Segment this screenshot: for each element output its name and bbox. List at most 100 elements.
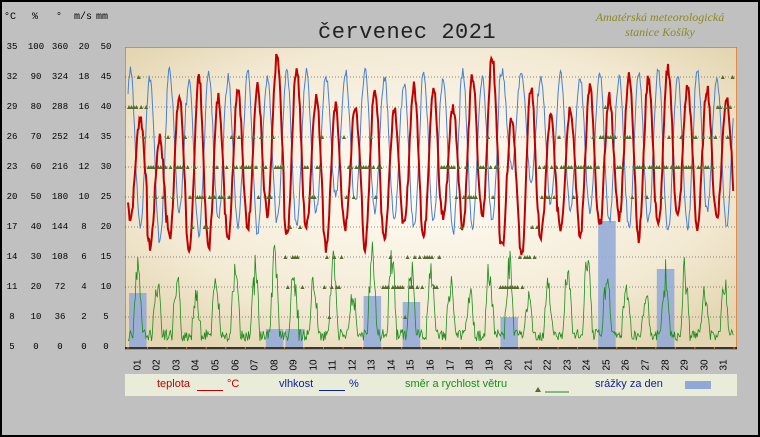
x-tick-label: 26: [620, 359, 632, 371]
wind-direction-marker: [280, 165, 285, 169]
axis-tick-wind_dir_deg: 180: [51, 192, 69, 202]
axis-tick-humidity_pct: 70: [30, 132, 42, 142]
wind-direction-marker: [271, 135, 276, 139]
wind-direction-marker: [698, 165, 703, 169]
wind-direction-marker: [249, 165, 254, 169]
axis-header-precip: mm: [96, 12, 109, 23]
wind-direction-marker: [190, 225, 195, 229]
axis-tick-temperature_c: 8: [9, 312, 15, 322]
wind-direction-marker: [659, 195, 664, 199]
wind-direction-marker: [642, 165, 647, 169]
wind-direction-marker: [373, 195, 378, 199]
wind-direction-marker: [236, 135, 241, 139]
x-tick-label: 29: [679, 359, 691, 371]
humidity-series: [127, 65, 734, 244]
wind-direction-marker: [332, 255, 337, 259]
rain-bar: [402, 302, 421, 347]
wind-direction-marker: [322, 285, 327, 289]
wind-direction-marker: [205, 225, 210, 229]
x-tick-label: 06: [230, 359, 242, 371]
wind-direction-marker: [486, 135, 491, 139]
wind-direction-marker: [630, 195, 635, 199]
wind-direction-marker: [317, 165, 322, 169]
wind-direction-marker: [168, 165, 173, 169]
humidity-line: [127, 65, 734, 244]
x-tick-label: 27: [640, 359, 652, 371]
wind-direction-marker: [324, 255, 329, 259]
legend-temp-label: teplota: [157, 378, 191, 390]
wind-direction-marker: [473, 195, 478, 199]
x-tick-label: 16: [425, 359, 437, 371]
axis-tick-temperature_c: 11: [6, 282, 18, 292]
wind-direction-marker: [701, 135, 706, 139]
wind-direction-marker: [180, 165, 185, 169]
axis-tick-temperature_c: 17: [6, 222, 18, 232]
axis-tick-temperature_c: 29: [6, 102, 18, 112]
wind-direction-marker: [224, 165, 229, 169]
wind-direction-marker: [679, 135, 684, 139]
axis-tick-humidity_pct: 0: [33, 342, 39, 352]
axis-tick-wind_dir_deg: 360: [51, 42, 69, 52]
axis-tick-wind_speed_ms: 0: [81, 342, 87, 352]
wind-direction-marker: [166, 135, 171, 139]
wind-direction-marker: [554, 165, 559, 169]
axis-tick-wind_speed_ms: 2: [81, 312, 87, 322]
wind-direction-marker: [613, 135, 618, 139]
axis-tick-humidity_pct: 50: [30, 192, 42, 202]
wind-direction-marker: [305, 165, 310, 169]
wind-direction-marker: [285, 285, 290, 289]
axis-tick-wind_dir_deg: 216: [51, 162, 69, 172]
wind-direction-marker: [688, 165, 693, 169]
x-tick-label: 30: [699, 359, 711, 371]
wind-direction-marker: [537, 165, 542, 169]
wind-direction-marker: [185, 165, 190, 169]
wind-direction-marker: [420, 285, 425, 289]
wind-direction-marker: [366, 165, 371, 169]
wind-direction-marker: [552, 195, 557, 199]
wind-direction-marker: [461, 195, 466, 199]
x-tick-label: 15: [405, 359, 417, 371]
axis-tick-temperature_c: 26: [6, 132, 18, 142]
wind-direction-marker: [664, 165, 669, 169]
legend-wind-label: směr a rychlost větru: [405, 378, 508, 390]
axis-tick-wind_speed_ms: 12: [78, 162, 90, 172]
axis-tick-precip_mm: 10: [100, 282, 112, 292]
x-tick-label: 04: [190, 359, 202, 371]
wind-direction-marker: [515, 285, 520, 289]
legend-rain-swatch: [685, 381, 711, 389]
wind-direction-marker: [163, 165, 168, 169]
legend-rain-label: srážky za den: [595, 378, 663, 390]
wind-direction-marker: [134, 105, 139, 109]
wind-direction-marker: [342, 135, 347, 139]
wind-direction-marker: [412, 255, 417, 259]
axis-tick-wind_speed_ms: 4: [81, 282, 87, 292]
axis-tick-wind_dir_deg: 252: [51, 132, 69, 142]
wind-direction-marker: [667, 135, 672, 139]
wind-direction-marker: [483, 165, 488, 169]
axis-tick-precip_mm: 15: [100, 252, 112, 262]
axis-tick-humidity_pct: 30: [30, 252, 42, 262]
wind-direction-marker: [229, 135, 234, 139]
temperature-line: [127, 53, 735, 256]
wind-direction-marker: [144, 105, 149, 109]
axis-tick-wind_speed_ms: 8: [81, 222, 87, 232]
wind-direction-marker: [263, 165, 268, 169]
wind-direction-marker: [627, 135, 632, 139]
axis-tick-wind_dir_deg: 288: [51, 102, 69, 112]
axis-tick-wind_speed_ms: 14: [78, 132, 90, 142]
x-tick-label: 18: [464, 359, 476, 371]
wind-direction-marker: [403, 315, 408, 319]
rain-bar: [363, 296, 382, 347]
wind-direction-marker: [300, 285, 305, 289]
x-tick-label: 01: [132, 359, 144, 371]
axis-tick-temperature_c: 20: [6, 192, 18, 202]
station-line-2: stanice Košíky: [625, 25, 695, 39]
wind-direction-marker: [388, 255, 393, 259]
x-tick-label: 24: [581, 359, 593, 371]
axis-tick-wind_dir_deg: 324: [51, 72, 69, 82]
wind-direction-marker: [417, 255, 422, 259]
wind-direction-marker: [254, 165, 259, 169]
wind-direction-marker: [517, 255, 522, 259]
wind-direction-marker: [549, 165, 554, 169]
wind-direction-marker: [725, 135, 730, 139]
